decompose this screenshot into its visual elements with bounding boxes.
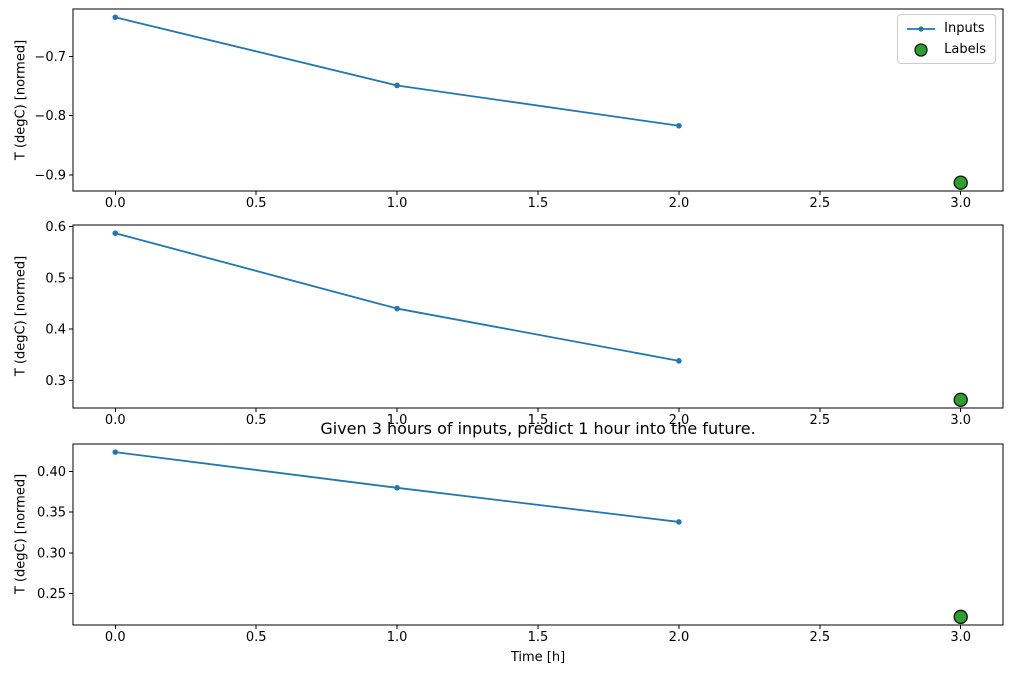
- legend-label-labels: Labels: [944, 42, 986, 57]
- inputs-marker: [676, 122, 682, 129]
- labels-marker: [953, 392, 968, 407]
- x-axis-label: Time [h]: [510, 650, 566, 665]
- y-tick-label: 0.6: [45, 220, 66, 235]
- y-tick-label: 0.35: [37, 506, 66, 521]
- axes-frame: [72, 8, 1004, 192]
- x-tick-label: 1.0: [387, 630, 408, 645]
- x-tick-label: 3.0: [950, 196, 971, 211]
- x-tick-label: 2.5: [809, 630, 830, 645]
- y-tick-label: 0.3: [45, 374, 66, 389]
- x-tick-label: 3.0: [950, 413, 971, 428]
- x-tick-label: 2.0: [669, 196, 690, 211]
- legend-label-inputs: Inputs: [944, 21, 985, 36]
- axes-frame: [72, 224, 1004, 409]
- y-axis-label-subplot-3: T (degC) [normed]: [13, 473, 29, 595]
- inputs-marker: [676, 358, 682, 364]
- x-tick-label: 0.5: [246, 630, 267, 645]
- inputs-marker: [394, 305, 400, 312]
- x-tick-label: 1.0: [387, 196, 408, 211]
- labels-marker: [953, 175, 968, 190]
- subplot-1: 0.0 0.5 1.0 1.5 2.0 2.5 3.0 −0.7 −0.8 −0.9: [34, 8, 1004, 211]
- y-tick-label: 0.25: [37, 587, 66, 602]
- legend: Inputs Labels: [897, 14, 996, 64]
- y-tick-label: −0.8: [34, 109, 66, 124]
- legend-entry-labels: Labels: [905, 40, 986, 59]
- x-tick-label: 1.0: [387, 413, 408, 428]
- inputs-marker: [394, 82, 400, 89]
- y-tick-label: 0.4: [45, 323, 66, 338]
- x-tick-label: 0.5: [246, 413, 267, 428]
- inputs-marker: [676, 519, 682, 525]
- x-tick-label: 1.5: [528, 196, 549, 211]
- y-tick-label: −0.7: [34, 50, 66, 65]
- chart-title: Given 3 hours of inputs, predict 1 hour …: [320, 419, 756, 438]
- y-tick-label: 0.5: [45, 271, 66, 286]
- inputs-line: [114, 232, 680, 362]
- labels-marker-sample-icon: [914, 42, 928, 57]
- x-tick-label: 0.0: [105, 630, 126, 645]
- inputs-marker: [112, 230, 119, 237]
- x-tick-label: 0.0: [105, 413, 126, 428]
- x-tick-label: 2.5: [809, 413, 830, 428]
- y-axis-label-subplot-2: T (degC) [normed]: [13, 255, 29, 377]
- inputs-line-sample-icon: [907, 25, 936, 32]
- legend-entry-inputs: Inputs: [905, 19, 986, 38]
- x-tick-label: 0.5: [246, 196, 267, 211]
- x-tick-label: 2.0: [669, 630, 690, 645]
- x-tick-label: 3.0: [950, 630, 971, 645]
- inputs-line: [114, 16, 680, 127]
- inputs-marker: [394, 485, 400, 491]
- y-axis-label-subplot-1: T (degC) [normed]: [13, 39, 29, 161]
- axes-frame: [72, 443, 1004, 626]
- x-tick-label: 1.5: [528, 630, 549, 645]
- subplot-3: 0.0 0.5 1.0 1.5 2.0 2.5 3.0 0.40 0.35 0.30 0.25: [37, 443, 1004, 645]
- x-tick-label: 1.5: [528, 413, 549, 428]
- x-tick-label: 2.5: [809, 196, 830, 211]
- subplot-2: 0.0 0.5 1.0 1.5 2.0 2.5 3.0 0.6 0.5 0.4 0.3: [45, 220, 1004, 428]
- labels-marker: [953, 609, 968, 625]
- inputs-marker: [112, 14, 119, 21]
- y-tick-label: 0.40: [37, 465, 66, 480]
- x-tick-label: 0.0: [105, 196, 126, 211]
- y-tick-label: 0.30: [37, 546, 66, 561]
- x-tick-label: 2.0: [669, 413, 690, 428]
- inputs-marker: [112, 449, 119, 455]
- y-tick-label: −0.9: [34, 168, 66, 183]
